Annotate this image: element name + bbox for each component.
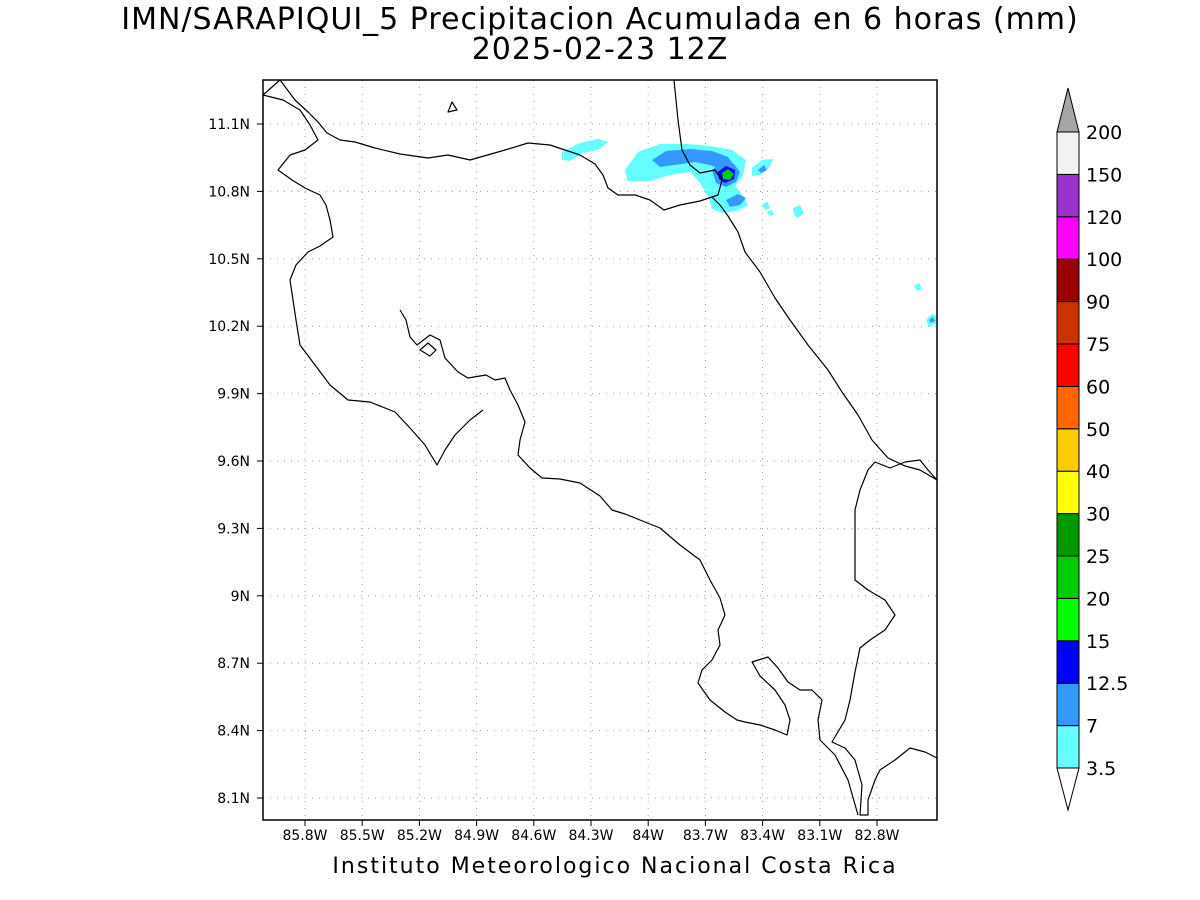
colorbar-box [1056, 343, 1080, 387]
river-inlet-north [673, 79, 723, 198]
lat-tick-label: 9.9N [217, 387, 250, 403]
colorbar-box [1056, 216, 1080, 260]
precip-patch-dot-3 [793, 205, 804, 218]
map-frame [262, 79, 938, 821]
colorbar-level-label: 7 [1086, 716, 1098, 738]
colorbar-box [1056, 385, 1080, 430]
map-title: IMN/SARAPIQUI_5 Precipitacion Acumulada … [121, 2, 1079, 37]
lon-tick-label: 84.6W [511, 828, 556, 844]
colorbar-box [1056, 682, 1080, 727]
lat-tick-label: 9.6N [217, 454, 250, 470]
colorbar-level-label: 15 [1086, 631, 1110, 653]
precip-patch-dot-5-medium [929, 317, 935, 323]
lon-tick-label: 83.7W [683, 828, 728, 844]
lat-tick-label: 10.8N [208, 184, 250, 200]
colorbar-level-label: 90 [1086, 292, 1110, 314]
colorbar-box [1056, 258, 1080, 303]
colorbar-box [1056, 428, 1080, 472]
precipitation-field [562, 139, 937, 327]
precip-patch-dot-2 [767, 210, 774, 216]
northern-coastline-segment [262, 94, 484, 466]
precip-patch-core-peak [722, 169, 734, 180]
lat-tick-label: 9.3N [217, 521, 250, 537]
colorbar-level-label: 200 [1086, 122, 1122, 144]
lon-tick-label: 83.1W [797, 828, 842, 844]
precip-patch-dot-1 [762, 202, 770, 210]
nicoya-gulf-coast [399, 309, 746, 723]
colorbar-level-label: 40 [1086, 461, 1110, 483]
caribbean-coast [711, 196, 938, 481]
lon-tick-label: 83.4W [740, 828, 785, 844]
precip-patch-north-coast [562, 139, 608, 161]
lon-tick-label: 85.8W [282, 828, 327, 844]
colorbar-level-label: 100 [1086, 249, 1122, 271]
colorbar-box [1056, 725, 1080, 769]
longitude-axis-labels: 85.8W 85.5W 85.2W 84.9W 84.6W 84.3W 84W 83.7W 83… [282, 820, 900, 844]
latitude-axis-labels: 11.1N 10.8N 10.5N 10.2N 9.9N 9.6N 9.3N 9N 8.7N 8.… [208, 117, 263, 807]
colorbar-box [1056, 513, 1080, 557]
colorbar-box [1056, 470, 1080, 515]
graticule-grid [263, 80, 937, 820]
lon-tick-label: 84.9W [454, 828, 499, 844]
colorbar-level-label: 150 [1086, 164, 1122, 186]
colorbar-level-label: 12.5 [1086, 673, 1128, 695]
island-in-gulf [419, 342, 437, 357]
colorbar-box [1056, 301, 1080, 345]
colorbar-level-label: 3.5 [1086, 758, 1116, 780]
precip-patch-small-east-medium [758, 165, 767, 173]
lat-tick-label: 9N [231, 589, 250, 605]
colorbar-level-label: 75 [1086, 334, 1110, 356]
precip-patch-dot-4 [914, 283, 922, 291]
island-north [447, 101, 458, 113]
lat-tick-label: 11.1N [208, 117, 250, 133]
lon-tick-label: 85.2W [397, 828, 442, 844]
colorbar-level-label: 30 [1086, 504, 1110, 526]
colorbar-level-label: 50 [1086, 419, 1110, 441]
panama-border [831, 459, 938, 816]
osa-peninsula-coast [744, 656, 859, 816]
lat-tick-label: 8.7N [217, 656, 250, 672]
colorbar-box [1056, 555, 1080, 599]
colorbar-level-label: 25 [1086, 546, 1110, 568]
colorbar-box [1056, 597, 1080, 642]
lon-tick-label: 84W [632, 828, 664, 844]
colorbar-top-triangle [1056, 87, 1080, 133]
nicaragua-costa-rica-border [262, 79, 713, 211]
precip-patch-main-medium [652, 149, 734, 170]
lat-tick-label: 10.2N [208, 319, 250, 335]
lon-tick-label: 85.5W [340, 828, 385, 844]
colorbar-box [1056, 173, 1080, 218]
map-subtitle-datetime: 2025-02-23 12Z [471, 32, 729, 67]
colorbar-box [1056, 131, 1080, 175]
precip-patch-south-lobe [726, 194, 746, 207]
colorbar-bottom-triangle [1056, 767, 1080, 812]
coastlines-and-borders [262, 79, 938, 816]
colorbar-level-label: 120 [1086, 207, 1122, 229]
credit-text: Instituto Meteorologico Nacional Costa R… [332, 854, 898, 879]
lat-tick-label: 8.4N [217, 724, 250, 740]
colorbar-box [1056, 640, 1080, 684]
lat-tick-label: 8.1N [217, 791, 250, 807]
lat-tick-label: 10.5N [208, 252, 250, 268]
colorbar-legend: 3.5 7 12.5 15 20 25 30 40 50 60 75 90 100 120 150 200 [1056, 87, 1128, 812]
lon-tick-label: 84.3W [568, 828, 613, 844]
lon-tick-label: 82.8W [854, 828, 899, 844]
colorbar-level-label: 20 [1086, 588, 1110, 610]
colorbar-level-label: 60 [1086, 376, 1110, 398]
